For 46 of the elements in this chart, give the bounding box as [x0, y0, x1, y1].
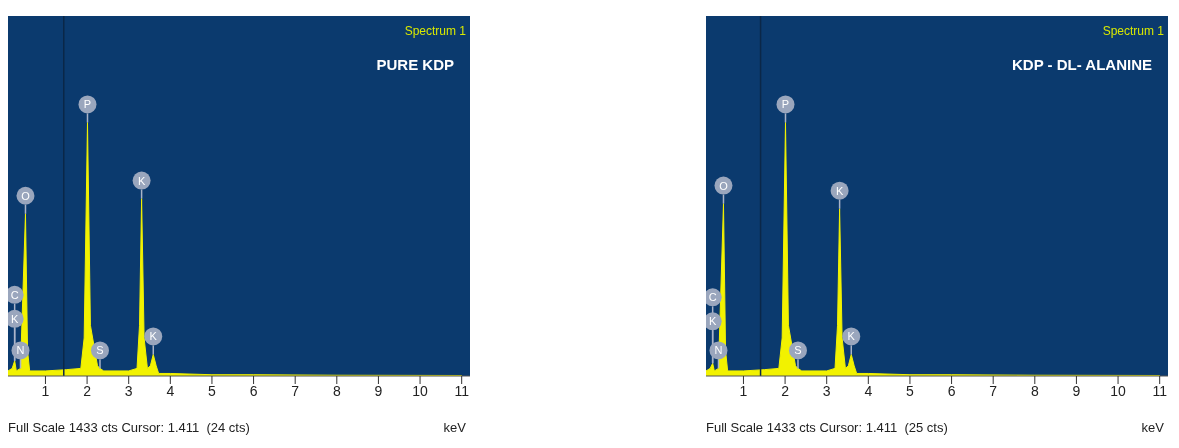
x-tick-label: 11 [454, 382, 470, 399]
x-tick-label: 8 [1030, 382, 1039, 399]
x-tick-label: 5 [906, 382, 915, 399]
x-axis-title: keV [443, 420, 466, 435]
annotation: K [137, 174, 146, 187]
annotation: C [708, 291, 717, 304]
annotation: N [714, 344, 723, 357]
annotation: C [10, 288, 19, 301]
text: Spectrum 1 [404, 24, 466, 38]
annotation: K [149, 330, 158, 343]
x-tick-label: 6 [947, 382, 956, 399]
x-tick-label: 3 [822, 382, 831, 399]
text: Full Scale 1433 cts Cursor: 1.411 (24 cts) [8, 420, 250, 435]
x-tick-label: 8 [332, 382, 341, 399]
annotation: P [781, 98, 790, 111]
x-tick-label: 5 [208, 382, 217, 399]
x-tick-label: 10 [1110, 382, 1127, 399]
chart-title: PURE KDP [376, 56, 454, 73]
x-tick-label: 1 [41, 382, 50, 399]
x-tick-label: 3 [124, 382, 133, 399]
annotation: O [21, 189, 31, 202]
x-tick-label: 10 [412, 382, 429, 399]
x-axis-title: keV [1141, 420, 1164, 435]
annotation: K [835, 184, 844, 197]
x-tick-label: 2 [83, 382, 92, 399]
x-tick-label: 1 [739, 382, 748, 399]
annotation: K [10, 312, 19, 325]
annotation: S [96, 344, 104, 357]
annotation: O [719, 179, 729, 192]
x-tick-label: 7 [989, 382, 998, 399]
annotation: N [16, 344, 25, 357]
annotation: K [847, 330, 856, 343]
x-tick-label: 2 [781, 382, 790, 399]
chart-title: KDP - DL- ALANINE [1012, 56, 1152, 73]
annotation: K [708, 315, 717, 328]
annotation: P [83, 98, 92, 111]
text: Full Scale 1433 cts Cursor: 1.411 (25 cts) [706, 420, 948, 435]
x-tick-label: 4 [166, 382, 175, 399]
x-tick-label: 6 [249, 382, 258, 399]
x-tick-label: 11 [1152, 382, 1168, 399]
x-tick-label: 4 [864, 382, 873, 399]
x-tick-label: 9 [1072, 382, 1081, 399]
x-tick-label: 9 [374, 382, 383, 399]
x-tick-label: 7 [291, 382, 300, 399]
text: Spectrum 1 [1102, 24, 1164, 38]
annotation: S [794, 344, 802, 357]
